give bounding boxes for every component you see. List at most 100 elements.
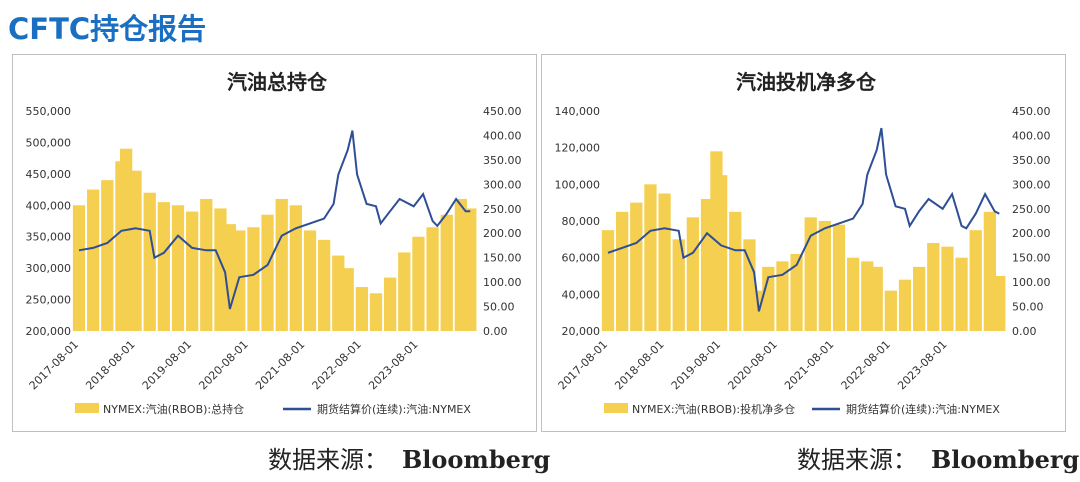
bar (247, 227, 260, 331)
y-right-tick-label: 150.00 (483, 252, 522, 265)
bar (832, 224, 846, 331)
bar (870, 266, 883, 331)
legend-swatch-bars (75, 403, 99, 413)
y-left-tick-label: 500,000 (26, 136, 72, 149)
bar (101, 180, 114, 331)
bar (658, 193, 671, 331)
bar (743, 239, 756, 331)
bar (289, 205, 302, 331)
x-tick-label: 2020-08-01 (725, 338, 779, 392)
bar (200, 199, 213, 331)
y-left-tick-label: 120,000 (555, 142, 601, 155)
bar (672, 239, 685, 331)
chart-panel-total-open-interest: 汽油总持仓 200,000 250,000 300,000 350,000 400,000… (12, 54, 537, 432)
y-right-tick-label: 150.00 (1012, 252, 1051, 265)
bar (464, 208, 477, 331)
bar (818, 221, 831, 331)
source-note-right: 数据来源： Bloomberg (797, 440, 1079, 475)
bar (398, 252, 411, 331)
y-right-tick-label: 450.00 (483, 105, 522, 118)
legend-swatch-bars (604, 403, 628, 413)
y-left-tick-label: 80,000 (562, 215, 601, 228)
y-left-tick-label: 100,000 (555, 178, 601, 191)
bar (318, 239, 331, 331)
bar (143, 192, 156, 331)
y-left-tick-label: 350,000 (26, 231, 72, 244)
bar (955, 257, 968, 331)
bar (440, 214, 453, 331)
y-right-tick-label: 300.00 (483, 178, 522, 191)
x-tick-label: 2018-08-01 (612, 338, 666, 392)
bar (776, 261, 789, 331)
source-label: 数据来源： (797, 446, 917, 474)
y-left-tick-label: 300,000 (26, 262, 72, 275)
x-tick-label: 2022-08-01 (310, 338, 364, 392)
bar (884, 290, 897, 331)
y-right-tick-label: 100.00 (483, 276, 522, 289)
source-label: 数据来源： (268, 446, 388, 474)
x-tick-label: 2018-08-01 (83, 338, 137, 392)
y-right-tick-label: 350.00 (1012, 154, 1051, 167)
y-left-tick-label: 140,000 (555, 105, 601, 118)
y-right-tick-label: 350.00 (483, 154, 522, 167)
y-left-tick-label: 550,000 (26, 105, 72, 118)
y-left-tick-label: 60,000 (562, 252, 601, 265)
x-tick-label: 2022-08-01 (839, 338, 893, 392)
y-right-tick-label: 0.00 (1012, 325, 1037, 338)
bar (157, 202, 170, 331)
bar (355, 287, 368, 331)
bar (129, 170, 142, 331)
bar (993, 276, 1006, 331)
bar (644, 184, 657, 331)
bar (729, 211, 742, 331)
bar (601, 230, 615, 331)
bar (384, 277, 397, 331)
bar (927, 243, 940, 331)
chart-speculative-net-long: 汽油投机净多仓 20,000 40,000 60,000 80,000 100,000 12… (555, 70, 1051, 416)
y-left-tick-label: 200,000 (26, 325, 72, 338)
x-tick-label: 2019-08-01 (669, 338, 723, 392)
bar (120, 148, 133, 331)
bar (171, 205, 185, 331)
y-right-tick-label: 0.00 (483, 325, 508, 338)
bar (332, 255, 345, 331)
bar (847, 257, 860, 331)
bar (303, 230, 317, 331)
bar (630, 202, 643, 331)
bar (913, 266, 926, 331)
y-right-tick-label: 200.00 (483, 227, 522, 240)
y-right-tick-label: 200.00 (1012, 227, 1051, 240)
chart-title: 汽油总持仓 (227, 70, 328, 94)
y-left-tick-label: 250,000 (26, 294, 72, 307)
bar (186, 211, 199, 331)
bar (861, 261, 874, 331)
y-right-tick-label: 400.00 (483, 129, 522, 142)
bar (87, 189, 100, 331)
bar (426, 227, 439, 331)
y-right-tick-label: 50.00 (1012, 301, 1044, 314)
bar (983, 211, 996, 331)
price-line (607, 127, 1000, 312)
source-note-left: 数据来源： Bloomberg (268, 440, 550, 475)
legend-label-line: 期货结算价(连续):汽油:NYMEX (846, 402, 1000, 416)
bar (369, 293, 383, 331)
bar (941, 246, 954, 331)
x-tick-label: 2023-08-01 (895, 338, 949, 392)
page-title: CFTC持仓报告 (8, 12, 207, 46)
legend-label-line: 期货结算价(连续):汽油:NYMEX (317, 402, 471, 416)
x-tick-label: 2017-08-01 (27, 338, 81, 392)
bar (275, 199, 288, 331)
bar (715, 175, 728, 331)
chart-title: 汽油投机净多仓 (736, 70, 877, 94)
bar (686, 217, 699, 331)
bar (72, 205, 86, 331)
x-tick-label: 2017-08-01 (556, 338, 610, 392)
bar (898, 279, 912, 331)
y-left-tick-label: 450,000 (26, 168, 72, 181)
y-right-tick-label: 50.00 (483, 301, 515, 314)
y-right-tick-label: 300.00 (1012, 178, 1051, 191)
x-tick-label: 2020-08-01 (196, 338, 250, 392)
bar (700, 199, 714, 331)
x-tick-label: 2023-08-01 (366, 338, 420, 392)
chart-panel-speculative-net-long: 汽油投机净多仓 20,000 40,000 60,000 80,000 100,000 12… (541, 54, 1066, 432)
